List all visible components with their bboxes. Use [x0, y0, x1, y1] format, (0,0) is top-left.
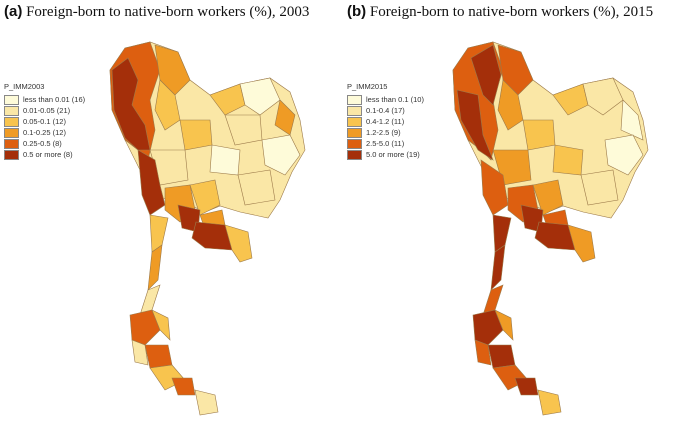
- legend-label: less than 0.01 (16): [23, 95, 86, 104]
- region: [472, 309, 504, 346]
- region: [154, 79, 181, 131]
- region: [522, 119, 556, 151]
- legend-item: 0.4-1.2 (11): [347, 116, 424, 127]
- region: [147, 244, 163, 291]
- legend-item: 1.2-2.5 (9): [347, 127, 424, 138]
- region: [261, 134, 301, 176]
- region: [224, 224, 253, 263]
- region: [537, 389, 562, 416]
- region: [532, 179, 564, 216]
- choropleth-map-2015: [452, 41, 649, 416]
- legend-item: less than 0.1 (10): [347, 94, 424, 105]
- legend-swatch: [4, 116, 19, 127]
- region: [480, 159, 509, 216]
- region: [470, 44, 502, 106]
- region: [209, 144, 241, 176]
- region: [151, 309, 171, 341]
- panel-tag: (b): [347, 3, 367, 20]
- panel-title: (a) Foreign-born to native-born workers …: [4, 3, 309, 21]
- legend-item: less than 0.01 (16): [4, 94, 85, 105]
- panel-title-text: Foreign-born to native-born workers (%),…: [26, 4, 310, 20]
- region: [456, 89, 494, 161]
- region: [497, 79, 524, 131]
- region: [497, 44, 534, 96]
- legend-label: less than 0.1 (10): [366, 95, 424, 104]
- region: [111, 57, 151, 151]
- legend-label: 0.4-1.2 (11): [366, 117, 405, 126]
- region: [492, 214, 512, 253]
- legend-swatch: [347, 105, 362, 116]
- region: [237, 169, 276, 206]
- panel-tag: (a): [4, 3, 23, 20]
- legend-swatch: [4, 138, 19, 149]
- region: [494, 309, 514, 341]
- region: [604, 134, 644, 176]
- legend-item: 0.25-0.5 (8): [4, 138, 85, 149]
- legend-label: 0.25-0.5 (8): [23, 139, 62, 148]
- choropleth-map-2003: [109, 41, 306, 416]
- legend-swatch: [347, 149, 362, 160]
- region: [154, 44, 191, 96]
- region: [474, 339, 492, 366]
- legend-item: 5.0 or more (19): [347, 149, 424, 160]
- region: [189, 179, 221, 216]
- legend-swatch: [4, 94, 19, 105]
- region: [149, 214, 169, 253]
- region: [567, 224, 596, 263]
- legend-label: 0.05-0.1 (12): [23, 117, 66, 126]
- map-regions: [109, 41, 306, 416]
- region: [239, 77, 281, 116]
- legend-item: 0.1-0.25 (12): [4, 127, 85, 138]
- region: [620, 99, 644, 141]
- legend-label: 0.01-0.05 (21): [23, 106, 71, 115]
- legend-label: 0.5 or more (8): [23, 150, 73, 159]
- legend-item: 0.05-0.1 (12): [4, 116, 85, 127]
- legend-swatch: [347, 127, 362, 138]
- legend-2015: P_IMM2015 less than 0.1 (10) 0.1-0.4 (17…: [347, 82, 424, 160]
- panel-title: (b) Foreign-born to native-born workers …: [347, 3, 653, 21]
- legend-swatch: [347, 94, 362, 105]
- region: [144, 344, 173, 369]
- legend-item: 0.1-0.4 (17): [347, 105, 424, 116]
- legend-item: 0.01-0.05 (21): [4, 105, 85, 116]
- legend-label: 0.1-0.4 (17): [366, 106, 405, 115]
- legend-title: P_IMM2015: [347, 82, 388, 91]
- region: [131, 339, 149, 366]
- region: [487, 344, 516, 369]
- map-panel-2015: (b) Foreign-born to native-born workers …: [343, 0, 685, 425]
- map-panel-2003: (a) Foreign-born to native-born workers …: [0, 0, 342, 425]
- region: [582, 77, 624, 116]
- legend-item: 2.5-5.0 (11): [347, 138, 424, 149]
- legend-label: 1.2-2.5 (9): [366, 128, 401, 137]
- region: [552, 144, 584, 176]
- legend-swatch: [4, 127, 19, 138]
- legend-2003: P_IMM2003 less than 0.01 (16) 0.01-0.05 …: [4, 82, 85, 160]
- legend-title: P_IMM2003: [4, 82, 45, 91]
- legend-swatch: [4, 149, 19, 160]
- region: [171, 377, 196, 396]
- region: [129, 309, 161, 346]
- legend-label: 0.1-0.25 (12): [23, 128, 66, 137]
- panel-title-text: Foreign-born to native-born workers (%),…: [369, 4, 654, 20]
- legend-swatch: [347, 138, 362, 149]
- legend-swatch: [4, 105, 19, 116]
- map-regions: [452, 41, 649, 416]
- legend-item: 0.5 or more (8): [4, 149, 85, 160]
- region: [514, 377, 539, 396]
- region: [490, 244, 506, 291]
- region: [194, 389, 219, 416]
- legend-label: 2.5-5.0 (11): [366, 139, 405, 148]
- legend-label: 5.0 or more (19): [366, 150, 420, 159]
- legend-swatch: [347, 116, 362, 127]
- region: [580, 169, 619, 206]
- region: [179, 119, 213, 151]
